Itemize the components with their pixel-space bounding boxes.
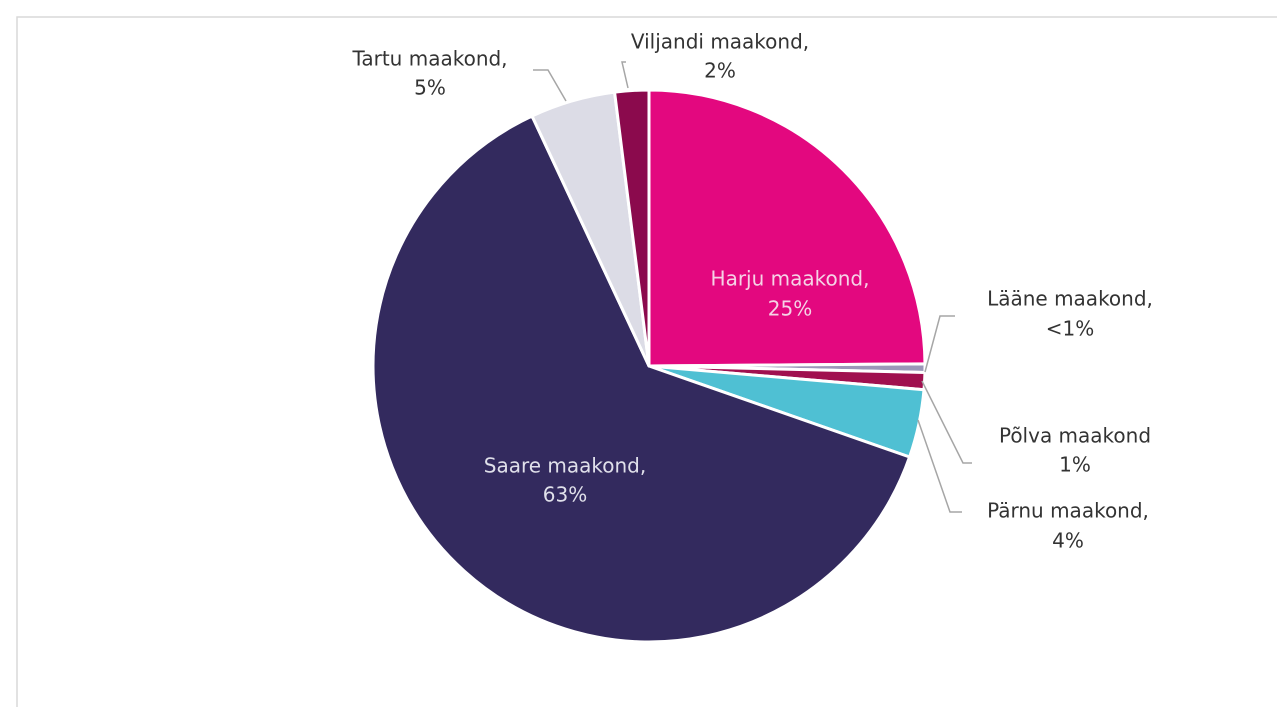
slice-value-label: 25%	[768, 297, 812, 321]
slice-value-label: 63%	[543, 483, 587, 507]
slice-value-label: <1%	[1046, 317, 1095, 341]
slice-value-label: 1%	[1059, 453, 1091, 477]
slice-value-label: 4%	[1052, 529, 1084, 553]
slice-value-label: 2%	[704, 59, 736, 83]
slice-label: Viljandi maakond,	[631, 30, 809, 54]
frame	[16, 16, 1277, 707]
slice-label: Harju maakond,	[711, 267, 870, 291]
leader-line	[533, 69, 567, 102]
slice-label: Lääne maakond,	[987, 287, 1153, 311]
slice-label: Pärnu maakond,	[987, 499, 1149, 523]
leader-line	[921, 380, 972, 464]
pie-slice	[613, 88, 651, 368]
slice-label: Põlva maakond	[999, 424, 1151, 448]
leader-line	[621, 61, 629, 89]
slice-value-label: 5%	[414, 76, 446, 100]
slice-label: Saare maakond,	[484, 454, 646, 478]
pie-slice	[647, 88, 927, 368]
leader-line	[924, 315, 955, 373]
slice-label: Tartu maakond,	[351, 47, 507, 71]
leader-line	[917, 419, 962, 513]
pie-slice	[371, 114, 912, 644]
